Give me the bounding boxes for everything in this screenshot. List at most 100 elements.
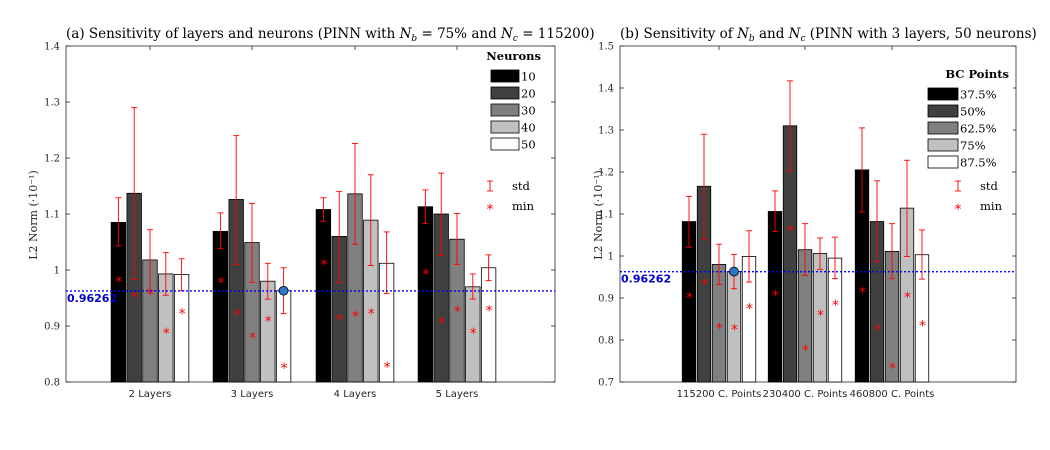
legend-title: BC Points <box>945 67 1009 81</box>
y-tick-label: 1.1 <box>44 210 60 221</box>
min-marker: * <box>320 258 327 274</box>
min-marker: * <box>701 277 708 293</box>
y-tick-label: 1.2 <box>598 168 614 179</box>
min-marker: * <box>233 307 240 323</box>
min-marker: * <box>874 323 881 339</box>
x-tick-label: 2 Layers <box>129 389 172 400</box>
legend-label: 87.5% <box>960 156 997 170</box>
min-legend-label: min <box>512 199 535 213</box>
min-marker: * <box>746 302 753 318</box>
best-point-marker <box>278 285 289 296</box>
legend-label: 37.5% <box>960 88 997 102</box>
min-legend-marker: * <box>955 202 962 218</box>
legend-swatch <box>490 103 520 117</box>
legend-label: 75% <box>960 139 986 153</box>
min-legend-label: min <box>980 199 1003 213</box>
legend-swatch <box>490 69 520 83</box>
bar[interactable] <box>417 206 434 383</box>
min-marker: * <box>470 326 477 342</box>
y-tick-label: 1 <box>608 252 614 263</box>
legend-label: 50% <box>960 105 986 119</box>
legend-label: 10 <box>521 70 536 84</box>
min-marker: * <box>249 330 256 346</box>
min-marker: * <box>179 306 186 322</box>
bar[interactable] <box>480 267 497 383</box>
x-tick-label: 5 Layers <box>436 389 479 400</box>
min-marker: * <box>115 274 122 290</box>
min-marker: * <box>832 298 839 314</box>
min-marker: * <box>802 343 809 359</box>
legend-swatch <box>490 137 520 151</box>
min-marker: * <box>131 290 138 306</box>
y-axis-label-a: L2 Norm (·10⁻¹) <box>27 170 40 260</box>
y-tick-label: 0.7 <box>598 378 614 389</box>
min-marker: * <box>787 223 794 239</box>
min-marker: * <box>859 285 866 301</box>
x-tick-label: 230400 C. Points <box>763 389 848 400</box>
min-marker: * <box>147 287 154 303</box>
x-tick-label: 4 Layers <box>334 389 377 400</box>
min-marker: * <box>336 312 343 328</box>
min-marker: * <box>422 267 429 283</box>
bar[interactable] <box>315 209 332 383</box>
best-point-marker <box>729 266 739 277</box>
y-tick-label: 1.4 <box>44 42 60 53</box>
panel-b: (b) Sensitivity of Nb and Nc (PINN with … <box>592 26 1037 400</box>
min-marker: * <box>817 308 824 324</box>
min-marker: * <box>731 323 738 339</box>
reference-label: 0.96262 <box>621 273 671 286</box>
min-marker: * <box>919 318 926 334</box>
bar[interactable] <box>212 230 229 383</box>
min-marker: * <box>686 291 693 307</box>
legend-swatch <box>927 87 959 101</box>
y-tick-label: 1.1 <box>598 210 614 221</box>
legend-label: 30 <box>521 104 536 118</box>
min-marker: * <box>904 290 911 306</box>
legend-swatch <box>927 155 959 169</box>
min-marker: * <box>217 276 224 292</box>
std-legend-label: std <box>980 179 999 193</box>
legend-swatch <box>490 86 520 100</box>
min-marker: * <box>352 309 359 325</box>
min-legend-marker: * <box>487 202 494 218</box>
y-tick-label: 0.9 <box>598 294 614 305</box>
legend-label: 50 <box>521 138 536 152</box>
min-marker: * <box>368 306 375 322</box>
min-marker: * <box>438 315 445 331</box>
y-tick-label: 1.3 <box>598 126 614 137</box>
x-tick-label: 460800 C. Points <box>850 389 935 400</box>
y-axis-label-b: L2 Norm (·10⁻¹) <box>592 170 605 260</box>
chart-title-b: (b) Sensitivity of Nb and Nc (PINN with … <box>620 26 1037 44</box>
y-tick-label: 1.4 <box>598 84 614 95</box>
min-marker: * <box>384 360 391 376</box>
legend-swatch <box>927 121 959 135</box>
y-tick-label: 0.8 <box>598 336 614 347</box>
y-tick-label: 0.9 <box>44 322 60 333</box>
x-tick-label: 3 Layers <box>231 389 274 400</box>
min-marker: * <box>454 304 461 320</box>
legend-swatch <box>927 104 959 118</box>
min-marker: * <box>772 289 779 305</box>
y-tick-label: 1.5 <box>598 42 614 53</box>
min-marker: * <box>486 304 493 320</box>
legend-title: Neurons <box>486 49 541 63</box>
legend-swatch <box>490 120 520 134</box>
min-marker: * <box>889 361 896 377</box>
std-legend-label: std <box>512 179 531 193</box>
y-tick-label: 1 <box>54 266 60 277</box>
panel-a: (a) Sensitivity of layers and neurons (P… <box>27 26 595 400</box>
legend-label: 62.5% <box>960 122 997 136</box>
y-tick-label: 1.3 <box>44 98 60 109</box>
legend-label: 20 <box>521 87 536 101</box>
min-marker: * <box>281 361 288 377</box>
min-marker: * <box>265 314 272 330</box>
legend-label: 40 <box>521 121 536 135</box>
reference-label: 0.96262 <box>67 292 117 305</box>
legend-swatch <box>927 138 959 152</box>
chart-title-a: (a) Sensitivity of layers and neurons (P… <box>66 26 595 44</box>
min-marker: * <box>163 326 170 342</box>
min-marker: * <box>716 321 723 337</box>
x-tick-label: 115200 C. Points <box>677 389 762 400</box>
y-tick-label: 1.2 <box>44 154 60 165</box>
